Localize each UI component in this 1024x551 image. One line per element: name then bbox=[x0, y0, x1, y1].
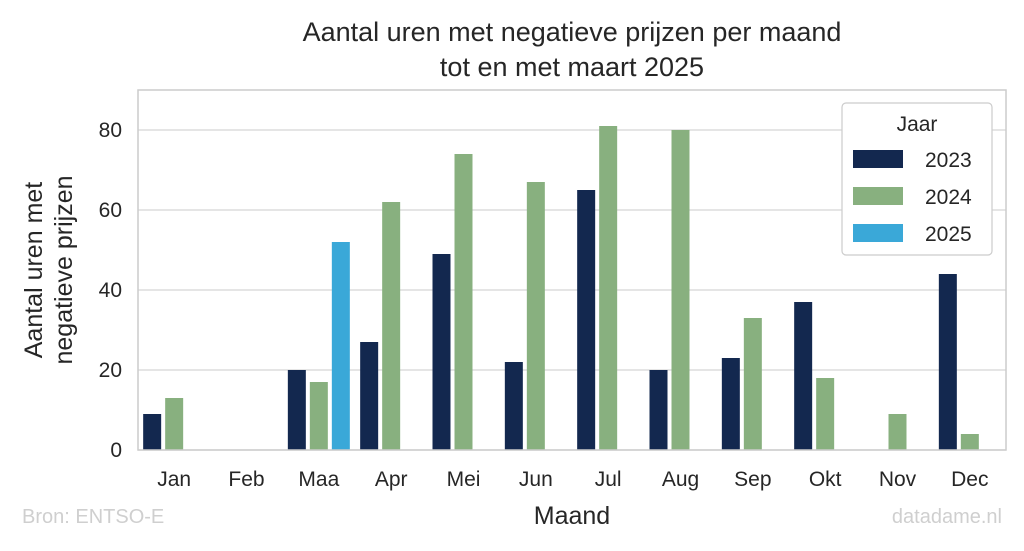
bar-2023-Jun bbox=[504, 362, 523, 450]
y-tick-label: 60 bbox=[99, 199, 122, 222]
legend-swatch-2024 bbox=[853, 187, 903, 205]
legend-swatch-2023 bbox=[853, 150, 903, 168]
x-tick-label: Jul bbox=[595, 468, 622, 491]
legend-swatch-2025 bbox=[853, 224, 903, 242]
legend-label-2024: 2024 bbox=[925, 186, 972, 209]
x-tick-label: Jun bbox=[519, 468, 553, 491]
x-tick-label: Maa bbox=[298, 468, 339, 491]
legend-label-2025: 2025 bbox=[925, 223, 972, 246]
bar-2024-Mei bbox=[454, 154, 473, 450]
bar-2023-Apr bbox=[360, 342, 379, 450]
x-tick-label: Feb bbox=[228, 468, 264, 491]
bar-2024-Jun bbox=[526, 182, 545, 450]
bar-2024-Maa bbox=[309, 382, 328, 450]
bar-2023-Okt bbox=[794, 302, 813, 450]
y-tick-label: 80 bbox=[99, 119, 122, 142]
tick-labels: 0 20 40 60 80 Jan Feb Maa Apr Mei Jun Jul Aug Sep Okt N… bbox=[99, 119, 989, 491]
x-tick-label: Apr bbox=[375, 468, 408, 491]
source-note: Bron: ENTSO-E bbox=[22, 506, 165, 528]
legend-label-2023: 2023 bbox=[925, 149, 972, 172]
y-axis-label: Aantal uren met negatieve prijzen bbox=[20, 175, 78, 364]
bar-2024-Dec bbox=[960, 434, 979, 450]
bar-2023-Maa bbox=[287, 370, 306, 450]
bar-2024-Okt bbox=[816, 378, 835, 450]
y-axis-label-line-1: Aantal uren met bbox=[20, 182, 48, 359]
x-tick-label: Aug bbox=[662, 468, 699, 491]
bar-2024-Nov bbox=[888, 414, 907, 450]
legend-box bbox=[841, 102, 993, 256]
bar-2024-Aug bbox=[671, 130, 690, 450]
bar-2023-Sep bbox=[721, 358, 740, 450]
bar-2023-Jul bbox=[577, 190, 596, 450]
chart-title-line-2: tot en met maart 2025 bbox=[440, 52, 704, 82]
bar-2024-Sep bbox=[743, 318, 762, 450]
bar-2024-Jan bbox=[165, 398, 184, 450]
chart-title-line-1: Aantal uren met negatieve prijzen per ma… bbox=[303, 17, 842, 47]
x-tick-label: Nov bbox=[879, 468, 917, 491]
plot-frame bbox=[137, 89, 1007, 451]
bar-2025-Maa bbox=[331, 242, 350, 450]
x-tick-label: Mei bbox=[447, 468, 481, 491]
credit-watermark: datadame.nl bbox=[891, 506, 1002, 528]
y-tick-label: 20 bbox=[99, 359, 122, 382]
bars bbox=[143, 126, 979, 450]
legend-title: Jaar bbox=[897, 113, 938, 136]
x-tick-label: Sep bbox=[734, 468, 771, 491]
bar-2023-Dec bbox=[938, 274, 957, 450]
bar-2024-Apr bbox=[382, 202, 401, 450]
x-tick-label: Jan bbox=[157, 468, 191, 491]
bar-2023-Aug bbox=[649, 370, 668, 450]
legend: Jaar 2023 2024 2025 bbox=[841, 102, 993, 256]
bar-2023-Mei bbox=[432, 254, 451, 450]
y-tick-label: 40 bbox=[99, 279, 122, 302]
bar-2024-Jul bbox=[599, 126, 618, 450]
y-tick-label: 0 bbox=[110, 439, 122, 462]
bar-2023-Jan bbox=[143, 414, 162, 450]
x-tick-label: Okt bbox=[809, 468, 842, 491]
x-tick-label: Dec bbox=[951, 468, 988, 491]
x-axis-label: Maand bbox=[534, 502, 610, 530]
y-axis-label-line-2: negatieve prijzen bbox=[50, 175, 78, 364]
